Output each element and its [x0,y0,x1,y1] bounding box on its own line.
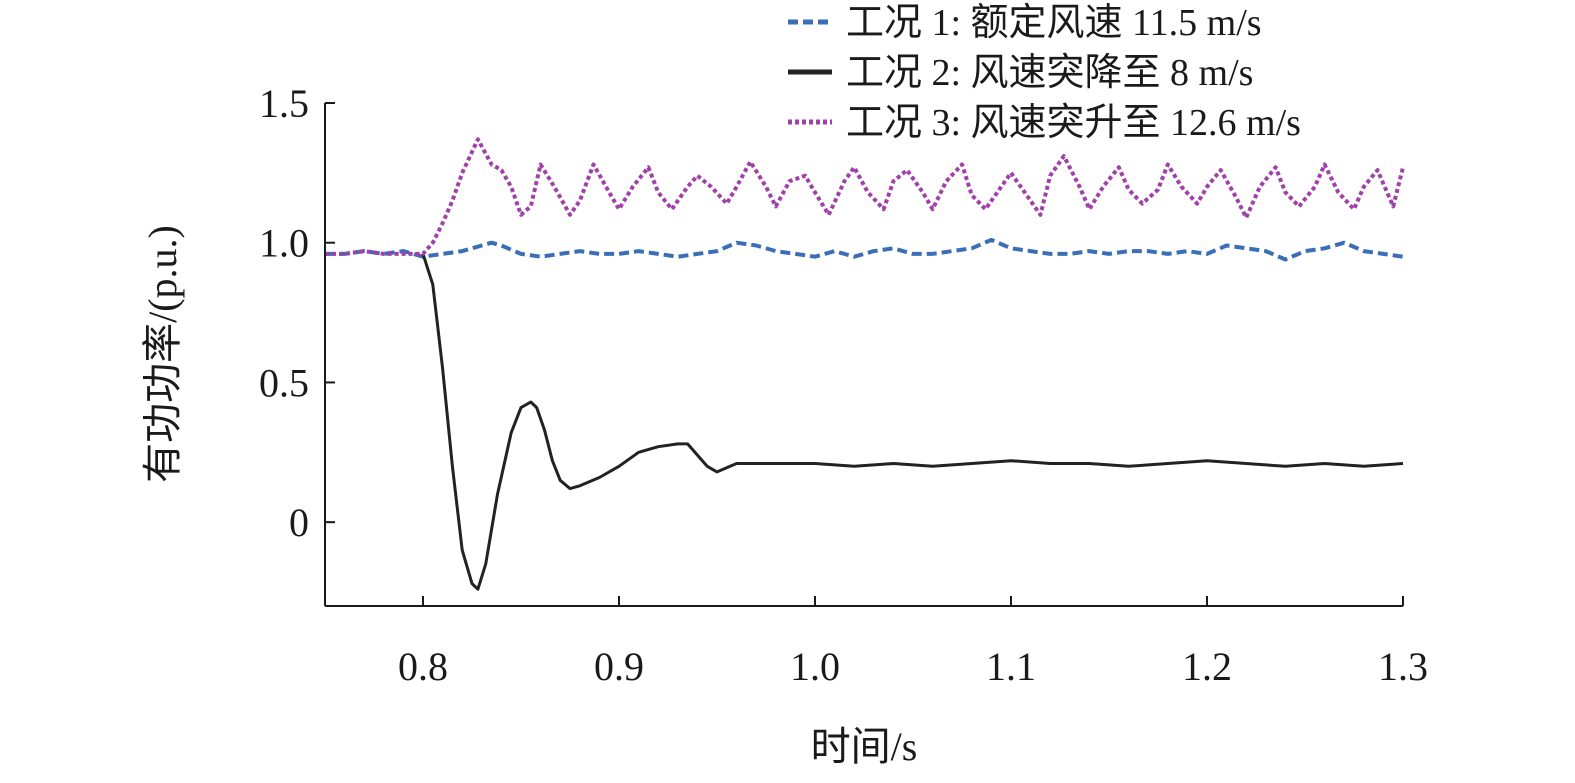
series-line-3 [325,137,1405,256]
x-tick-label: 1.1 [986,644,1036,689]
x-tick-label: 0.8 [398,644,448,689]
y-tick-label: 1.0 [259,221,309,266]
series-line-2 [421,253,1404,591]
series-line-1 [325,237,1404,262]
x-ticks: 0.8 0.9 1.0 1.1 1.2 1.3 [398,596,1428,689]
y-tick-label: 1.5 [259,81,309,126]
y-tick-label: 0.5 [259,360,309,405]
y-axis-label: 有功功率/(p.u.) [140,225,185,483]
x-tick-label: 1.2 [1182,644,1232,689]
legend-label-1: 工况 1: 额定风速 11.5 m/s [846,2,1262,44]
x-tick-label: 0.9 [594,644,644,689]
y-tick-label: 0 [289,500,309,545]
x-tick-label: 1.0 [790,644,840,689]
legend-label-3: 工况 3: 风速突升至 12.6 m/s [846,102,1301,144]
legend: 工况 1: 额定风速 11.5 m/s 工况 2: 风速突降至 8 m/s 工况 3… [788,2,1301,144]
y-ticks: 0 0.5 1.0 1.5 [259,81,335,545]
legend-label-2: 工况 2: 风速突降至 8 m/s [846,52,1253,94]
plot-lines [325,137,1405,591]
x-axis-label: 时间/s [811,724,918,769]
x-tick-label: 1.3 [1378,644,1428,689]
